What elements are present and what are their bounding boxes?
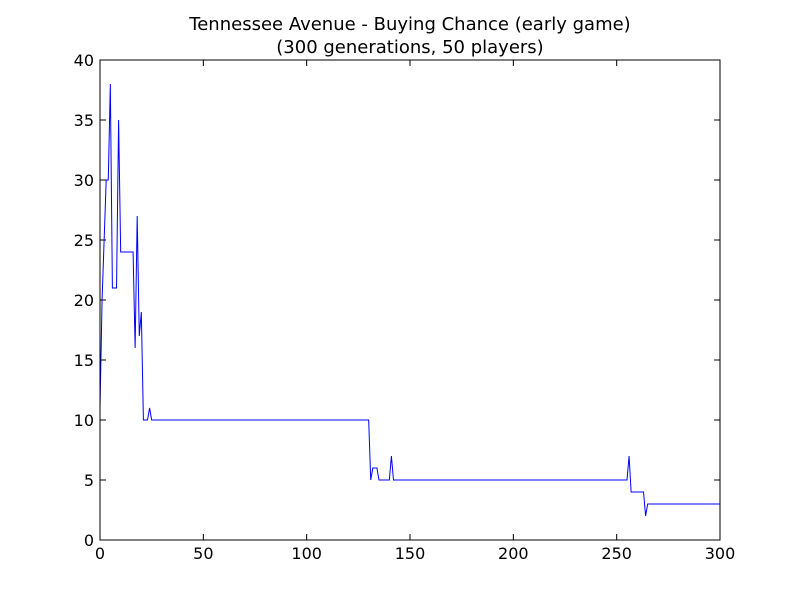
chart-title: Tennessee Avenue - Buying Chance (early … — [188, 14, 630, 35]
y-tick-label: 40 — [74, 51, 94, 70]
x-tick-label: 0 — [95, 544, 105, 563]
x-tick-label: 100 — [291, 544, 322, 563]
x-tick-label: 200 — [498, 544, 529, 563]
chart-subtitle: (300 generations, 50 players) — [276, 37, 543, 58]
y-tick-label: 10 — [74, 411, 94, 430]
y-tick-label: 35 — [74, 111, 94, 130]
y-tick-label: 25 — [74, 231, 94, 250]
series-line-0 — [99, 83, 720, 517]
y-tick-label: 5 — [84, 471, 94, 490]
y-tick-label: 20 — [74, 291, 94, 310]
axes-frame — [99, 59, 721, 541]
y-tick-label: 15 — [74, 351, 94, 370]
x-tick-label: 50 — [193, 544, 213, 563]
plot-area — [99, 83, 720, 517]
x-tick-label: 150 — [395, 544, 426, 563]
x-tick-label: 300 — [705, 544, 736, 563]
y-tick-label: 30 — [74, 171, 94, 190]
y-tick-label: 0 — [84, 531, 94, 550]
x-tick-label: 250 — [601, 544, 632, 563]
